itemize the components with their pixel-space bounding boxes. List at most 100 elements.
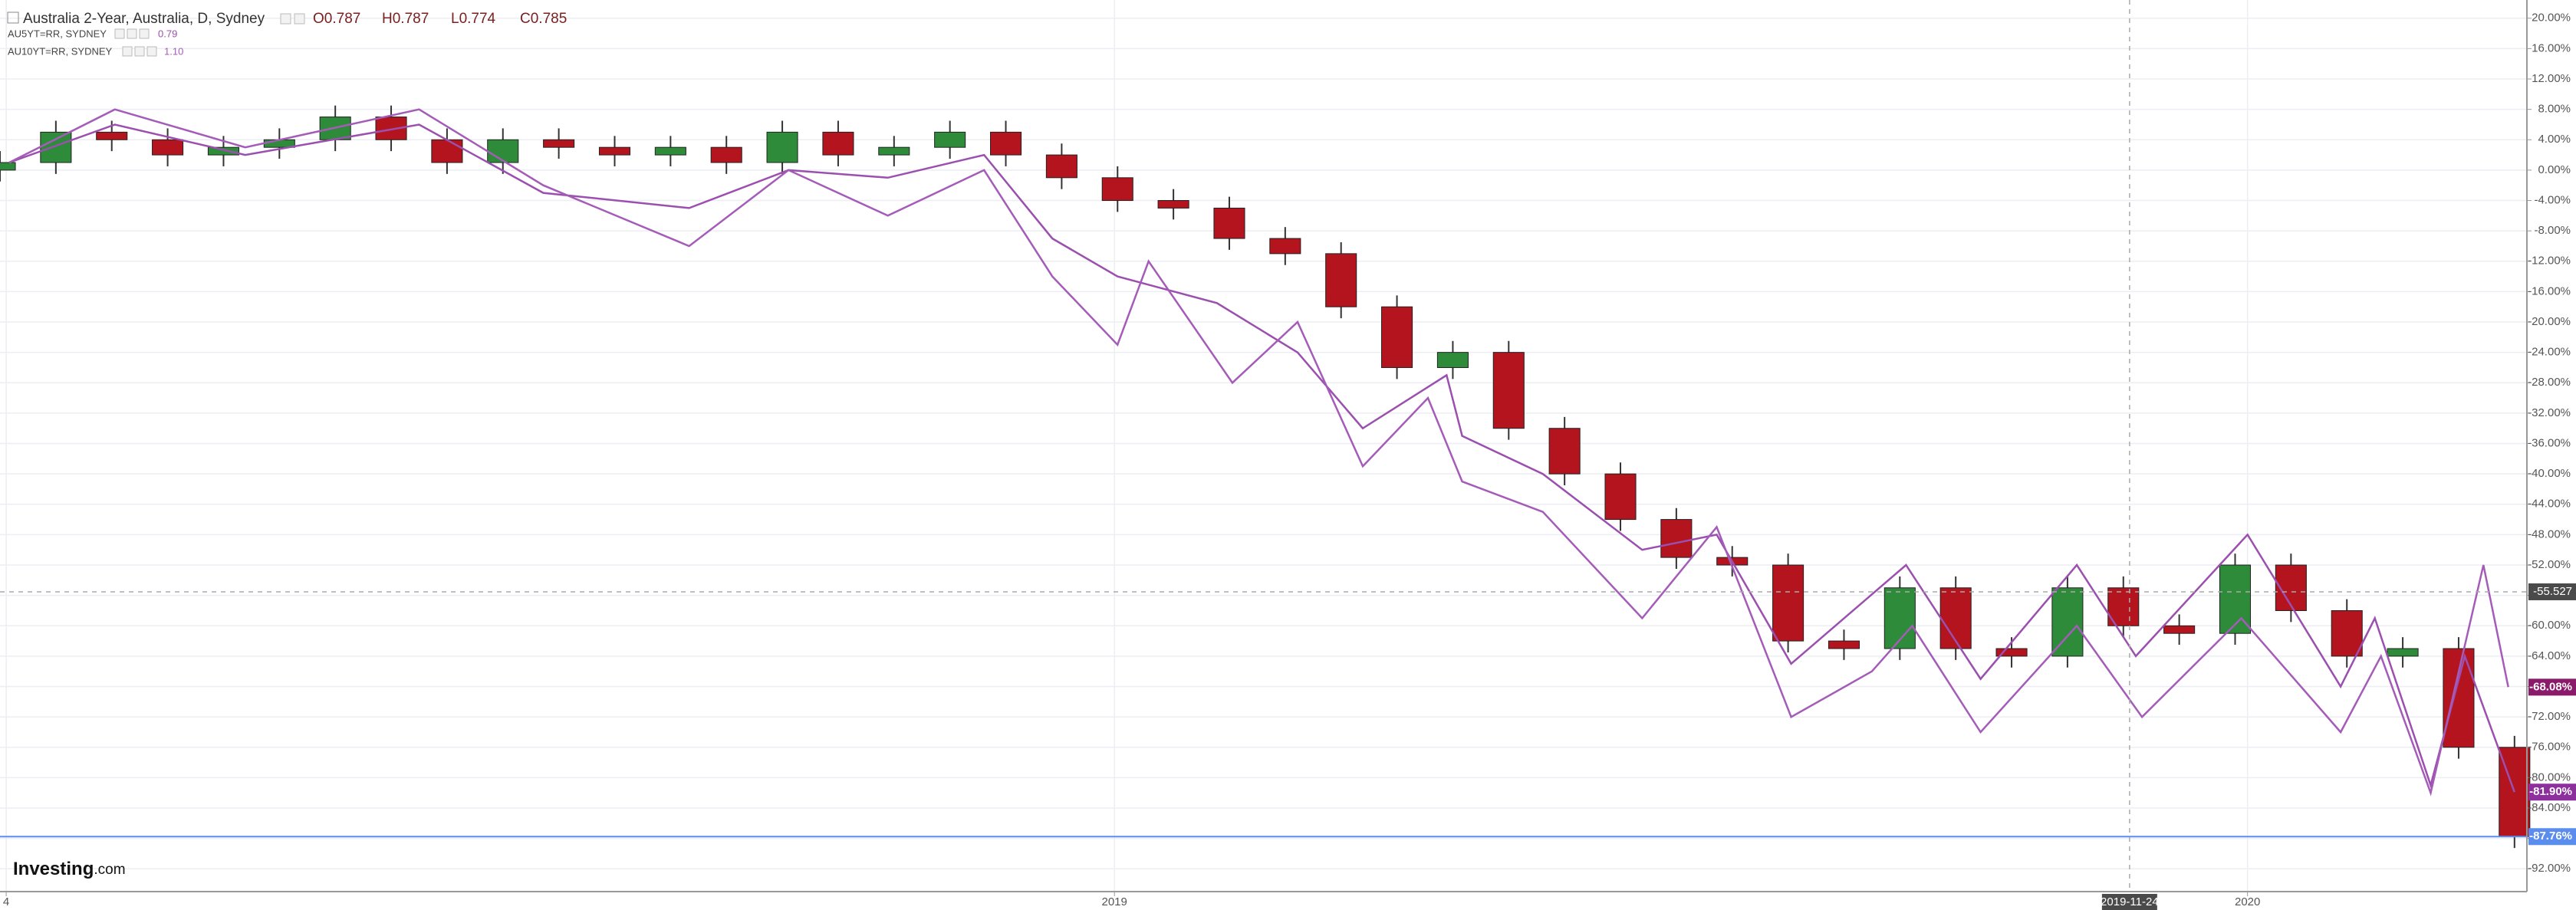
candle-body [1492,352,1525,429]
candle-body [1660,519,1693,558]
candle-body [0,162,16,171]
y-tick-label: -60.00% [2528,619,2571,632]
y-tick-label: -64.00% [2528,649,2571,662]
y-tick-label: -24.00% [2528,346,2571,359]
candle-body [1828,640,1860,649]
chart-title: Australia 2-Year, Australia, D, Sydney [23,11,265,27]
candle-body [96,131,128,140]
candle-body [2387,648,2419,657]
candle-body [2163,625,2196,634]
legend-hide[interactable] [127,28,137,39]
legend-name: AU5YT=RR, SYDNEY [8,28,107,39]
crosshair-x-label: 2019-11-24 [2101,895,2159,908]
candle-body [543,139,575,148]
crosshair-y-label: -55.527 [2533,585,2572,598]
series-line [8,123,2515,793]
candle-body [1436,352,1469,368]
y-tick-label: -84.00% [2528,801,2571,814]
y-tick-label: -76.00% [2528,741,2571,754]
candle-body [1101,177,1133,202]
candle-body [1269,238,1301,255]
candle-body [1604,473,1637,521]
close-icon[interactable] [294,13,305,25]
grid [0,0,2527,892]
series-line [8,108,2509,797]
x-tick-label: 2020 [2235,895,2260,908]
candle-body [1381,306,1413,368]
ohlc-high: H0.787 [382,11,429,27]
y-tick-label: -32.00% [2528,406,2571,419]
y-tick-label: -36.00% [2528,436,2571,449]
candle-body [2051,587,2084,657]
ohlc-open: O0.787 [313,11,360,27]
candle-body [152,139,184,156]
legend-hide[interactable] [134,46,145,57]
candle-body [1045,154,1077,179]
y-tick-label: -16.00% [2528,284,2571,297]
crosshair-x-badge [2101,894,2157,910]
legend-value: 1.10 [164,45,183,57]
y-tick-label: -4.00% [2534,193,2571,206]
candle-body [878,146,910,156]
candle-body [934,131,966,148]
candle-body [2331,609,2363,657]
candle-body [654,146,686,156]
last-price-badge [2528,828,2576,846]
candle-body [487,139,519,163]
y-tick-label: -48.00% [2528,527,2571,540]
y-tick-label: 8.00% [2538,103,2571,116]
candle-body [207,146,239,156]
x-tick-label: 4 [3,895,9,908]
series-badge [2528,678,2576,696]
logo-main: Investing [13,859,94,879]
settings-icon[interactable] [280,13,291,25]
legend-close[interactable] [139,28,150,39]
y-tick-label: 16.00% [2532,41,2571,54]
series-last-label: -68.08% [2529,680,2572,693]
y-tick-label: 20.00% [2532,11,2571,25]
y-tick-label: 12.00% [2532,72,2571,85]
candle-body [1772,564,1805,642]
candle-body [1939,587,1972,649]
legend: AU5YT=RR, SYDNEY 0.79 AU10YT=RR, SYDNEY 1.1… [8,28,183,57]
y-tick-label: -44.00% [2528,498,2571,511]
y-tick-label: -52.00% [2528,558,2571,571]
y-tick-label: -8.00% [2534,224,2571,237]
candle-body [598,146,631,156]
legend-value: 0.79 [158,28,177,39]
x-tick-label: 2019 [1102,895,1127,908]
legend-settings[interactable] [114,28,125,39]
logo: Investing.com [13,859,126,879]
last-price-label: -87.76% [2529,830,2572,843]
candle-body [2443,648,2475,748]
y-tick-label: -80.00% [2528,770,2571,784]
series-last-label: -81.90% [2529,785,2572,798]
ohlc-low: L0.774 [451,11,496,27]
collapse-icon[interactable] [7,11,19,24]
candle-body [822,131,854,156]
crosshair-y-badge [2528,583,2576,600]
candle-body [2275,564,2307,611]
y-tick-label: -12.00% [2528,255,2571,268]
candle-body [1213,207,1245,239]
legend-settings[interactable] [122,46,133,57]
y-tick-label: 0.00% [2538,163,2571,176]
candle-body [1157,200,1189,209]
y-tick-label: -92.00% [2528,862,2571,875]
candle-body [710,146,742,163]
y-tick-label: -72.00% [2528,710,2571,723]
y-tick-label: -28.00% [2528,376,2571,389]
candle-body [431,139,463,163]
series-badge [2528,784,2576,801]
candle-body [766,131,798,163]
candle-body [40,131,72,163]
candle-body [1325,253,1357,307]
ohlc-close: C0.785 [520,11,567,27]
candle-body [989,131,1022,156]
legend-close[interactable] [146,46,157,57]
y-tick-label: -20.00% [2528,315,2571,328]
plot [0,105,2531,849]
candle-body [1995,648,2028,657]
